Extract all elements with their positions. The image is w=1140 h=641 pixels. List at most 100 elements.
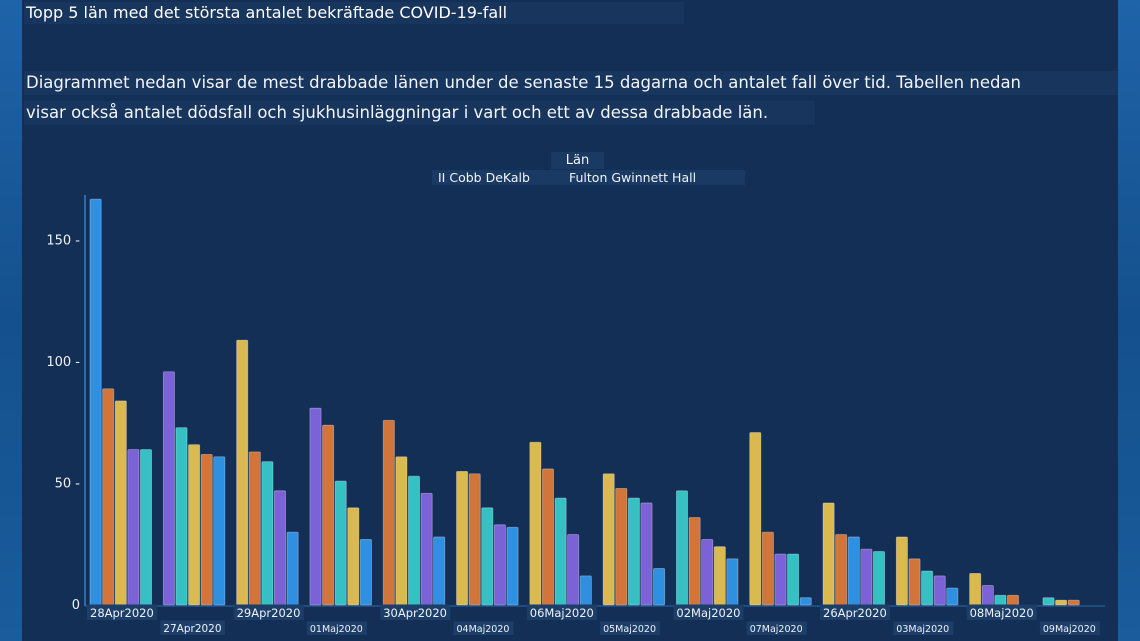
x-tick-label: 30Apr2020	[383, 606, 447, 620]
bar	[713, 546, 726, 606]
bar	[322, 424, 335, 606]
x-tick-label: 28Apr2020	[90, 606, 154, 620]
bar	[261, 461, 274, 606]
legend-group-1[interactable]: II Cobb DeKalb	[432, 170, 552, 185]
bar	[615, 487, 628, 606]
bar	[761, 531, 774, 606]
bar	[969, 573, 982, 606]
x-tick-label: 26Apr2020	[823, 606, 887, 620]
bar	[981, 585, 994, 606]
bar	[286, 531, 299, 606]
bar	[895, 536, 908, 606]
x-tick-background	[746, 621, 807, 635]
bar	[200, 453, 213, 606]
bar	[1042, 597, 1055, 606]
x-tick-label: 09Maj2020	[1043, 624, 1096, 635]
bar	[175, 427, 188, 606]
bar	[273, 490, 286, 606]
x-tick-label: 29Apr2020	[237, 606, 301, 620]
bar	[933, 575, 946, 606]
x-tick-label: 08Maj2020	[970, 606, 1034, 620]
x-tick-background	[966, 604, 1037, 620]
bar	[602, 473, 615, 606]
bar	[127, 449, 140, 606]
bar	[579, 575, 592, 606]
bar	[1007, 594, 1020, 606]
bar	[749, 432, 762, 606]
right-edge-decoration	[1118, 0, 1140, 641]
bar	[774, 553, 787, 606]
x-tick-label: 06Maj2020	[530, 606, 594, 620]
bar	[213, 456, 226, 606]
bar	[835, 534, 848, 606]
page-title: Topp 5 län med det största antalet bekrä…	[24, 2, 684, 24]
description-line-1: Diagrammet nedan visar de mest drabbade …	[24, 71, 1118, 95]
legend-title: Län	[551, 152, 604, 169]
bar	[701, 538, 714, 606]
x-tick-background	[160, 620, 225, 635]
bar	[1055, 599, 1068, 606]
bar	[921, 570, 934, 606]
x-tick-background	[453, 621, 514, 635]
description-line-2: visar också antalet dödsfall och sjukhus…	[24, 101, 815, 125]
y-tick-label: 150 -	[46, 234, 80, 249]
bar	[456, 470, 469, 606]
bar	[433, 536, 446, 606]
bar	[139, 449, 152, 606]
bar	[873, 551, 886, 606]
bar	[188, 444, 201, 606]
y-tick-label: 100 -	[46, 355, 80, 370]
x-tick-label: 03Maj2020	[896, 624, 949, 635]
bar	[102, 388, 115, 606]
bar	[994, 594, 1007, 606]
bar	[1067, 599, 1080, 606]
bar	[309, 407, 322, 606]
bar	[653, 568, 666, 606]
bar	[627, 497, 640, 606]
bar	[506, 526, 519, 606]
bar	[481, 507, 494, 606]
bar	[554, 497, 567, 606]
bar	[420, 492, 433, 606]
bar	[946, 587, 959, 606]
legend-group-2[interactable]: Fulton Gwinnett Hall	[549, 170, 745, 185]
bar	[468, 473, 481, 606]
bar	[248, 451, 261, 606]
y-tick-label: 50 -	[55, 477, 81, 492]
bar	[529, 441, 542, 606]
bar	[860, 548, 873, 606]
x-tick-background	[893, 621, 954, 635]
x-tick-label: 01Maj2020	[310, 624, 363, 635]
x-tick-label: 05Maj2020	[603, 624, 656, 635]
bar	[359, 538, 372, 606]
x-tick-background	[526, 604, 597, 620]
x-tick-background	[820, 604, 891, 620]
bar	[236, 339, 249, 606]
bar	[395, 456, 408, 606]
bar	[382, 419, 395, 606]
bar	[114, 400, 127, 606]
x-tick-label: 02Maj2020	[676, 606, 740, 620]
bar	[542, 468, 555, 606]
x-tick-background	[233, 604, 304, 620]
bar	[493, 524, 506, 606]
bar	[726, 558, 739, 606]
x-tick-background	[306, 621, 367, 635]
bar	[407, 475, 420, 606]
bar	[676, 490, 689, 606]
x-tick-background	[87, 604, 158, 620]
bar	[334, 480, 347, 606]
bar	[799, 597, 812, 606]
x-tick-background	[600, 621, 661, 635]
x-tick-label: 04Maj2020	[457, 624, 510, 635]
left-edge-decoration	[0, 0, 22, 641]
bar	[822, 502, 835, 606]
bar	[89, 198, 102, 606]
x-tick-label: 07Maj2020	[750, 624, 803, 635]
bar	[847, 536, 860, 606]
bar	[162, 371, 175, 606]
x-tick-background	[1039, 621, 1100, 635]
bar	[640, 502, 653, 606]
x-tick-background	[673, 604, 744, 620]
